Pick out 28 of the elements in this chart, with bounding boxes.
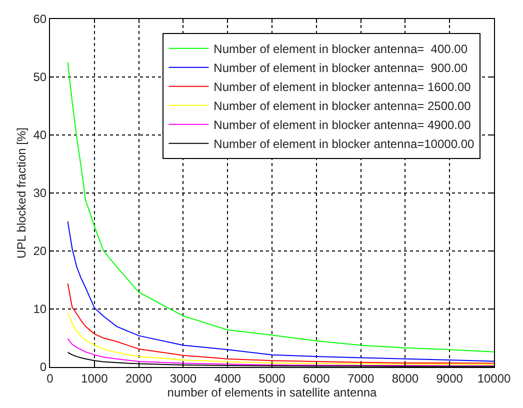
y-axis-title: UPL blocked fraction [%] <box>14 128 29 258</box>
legend-label: Number of element in blocker antenna= 1600.00 <box>214 80 472 94</box>
x-tick-label: 3000 <box>170 371 197 386</box>
y-tick-label: 50 <box>33 70 47 84</box>
x-tick-label: 8000 <box>392 371 419 386</box>
x-tick-label: 9000 <box>436 371 464 386</box>
line-series <box>67 282 494 364</box>
y-tick-label: 0 <box>40 360 47 374</box>
y-tick-label: 20 <box>33 244 47 258</box>
y-tick-label: 40 <box>33 128 47 142</box>
y-tick-label: 60 <box>33 12 47 26</box>
x-tick-label: 7000 <box>347 371 374 386</box>
y-tick-label: 30 <box>33 186 47 200</box>
x-axis-title: number of elements in satellite antenna <box>167 385 378 400</box>
line-series <box>67 62 494 352</box>
y-tick-label: 10 <box>33 302 47 316</box>
line-series <box>67 220 494 362</box>
x-tick-label: 10000 <box>477 371 512 386</box>
legend-label: Number of element in blocker antenna= 4900.00 <box>214 118 472 132</box>
x-tick-label: 1000 <box>81 371 108 386</box>
legend-label: Number of element in blocker antenna= 900.00 <box>214 61 468 76</box>
legend-label: Number of element in blocker antenna=10000.00 <box>214 137 475 152</box>
x-tick-label: 6000 <box>303 371 330 386</box>
x-tick-label: 2000 <box>125 371 152 386</box>
x-tick-label: 4000 <box>214 371 242 386</box>
legend-label: Number of element in blocker antenna= 2500.00 <box>214 99 472 114</box>
legend-label: Number of element in blocker antenna= 400.00 <box>214 42 468 56</box>
x-tick-label: 5000 <box>258 371 286 386</box>
